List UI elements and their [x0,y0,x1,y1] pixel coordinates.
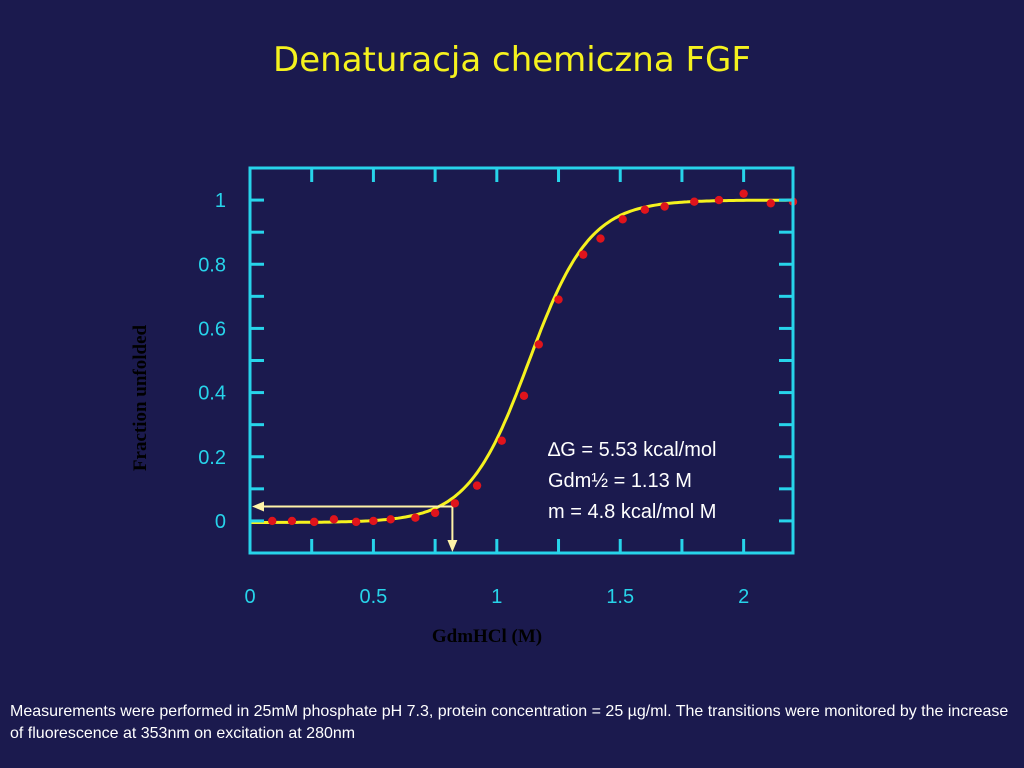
x-tick-label: 2 [738,586,749,608]
y-axis-label: Fraction unfolded [130,324,151,471]
data-point [472,481,482,490]
m-value-text: m = 4.8 kcal/mol M [548,501,716,523]
ticks [250,168,793,553]
x-tick-label: 0 [244,586,255,608]
data-point [714,195,724,205]
data-point [766,199,775,208]
fit-parameters-annotation: ∆G = 5.53 kcal/mol Gdm½ = 1.13 M m = 4.8… [548,439,716,523]
data-point [519,391,529,400]
data-point [690,197,699,206]
y-tick-label: 0.2 [198,447,226,469]
data-point [618,215,627,224]
onset-arrows [252,501,458,552]
data-point [579,250,588,259]
y-tick-label: 0 [215,511,226,533]
data-point [329,515,339,524]
axes [248,166,795,555]
y-tick-label: 1 [215,190,226,212]
x-tick-label: 1 [491,586,502,608]
y-tick-label: 0.4 [198,383,226,405]
y-tick-label: 0.8 [198,254,226,276]
delta-g-text: ∆G = 5.53 kcal/mol [548,439,716,461]
data-point [497,436,506,445]
data-point [450,499,460,508]
slide-title: Denaturacja chemiczna FGF [273,40,751,80]
data-point [411,513,420,522]
fit-curve [250,198,793,524]
gdm-half-text: Gdm½ = 1.13 M [548,470,692,492]
vertical-arrow-head [447,540,458,552]
data-point [309,517,319,527]
plot-area [250,189,798,552]
data-point [596,234,605,243]
tick-labels: 0 0.2 0.4 0.6 0.8 1 0 0.5 1 1.5 2 [198,190,749,608]
data-point [351,517,361,527]
data-point [369,516,378,526]
data-point [554,295,563,304]
data-point [268,516,277,526]
caption: Measurements were performed in 25mM phos… [10,703,1009,742]
data-point [430,508,440,518]
chart: 0 0.2 0.4 0.6 0.8 1 0 0.5 1 1.5 2 GdmHCl (M) Fract… [130,166,798,647]
y-tick-label: 0.6 [198,318,226,340]
data-point [386,515,395,524]
x-tick-label: 1.5 [606,586,634,608]
x-tick-label: 0.5 [360,586,388,608]
horizontal-arrow-head [252,501,264,512]
data-point [660,202,669,211]
data-point [739,189,748,198]
plot-frame [248,166,795,555]
data-point [534,340,543,349]
data-point [287,516,297,526]
data-point [640,205,650,214]
x-axis-label: GdmHCl (M) [432,626,542,647]
